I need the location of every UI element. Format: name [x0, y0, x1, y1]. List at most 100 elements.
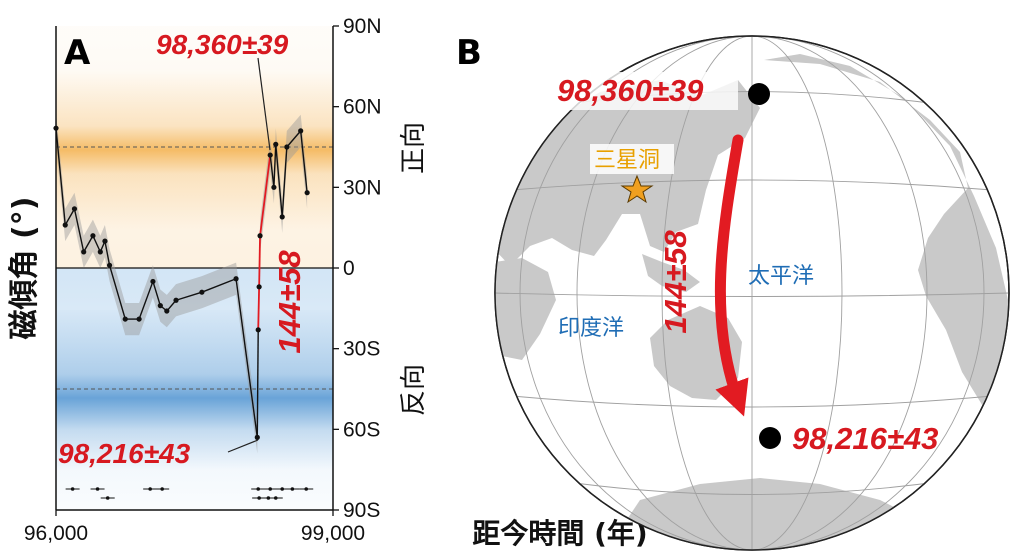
data-point	[71, 206, 78, 212]
series-segment	[108, 265, 126, 320]
age-point	[160, 487, 164, 491]
age-point	[266, 496, 271, 500]
series-segment	[275, 144, 283, 217]
data-point	[102, 238, 108, 244]
data-point	[298, 128, 304, 134]
age-point	[256, 487, 261, 491]
site-star-icon	[620, 174, 654, 204]
series-segment	[259, 154, 272, 236]
x-tick-label: 96,000	[24, 522, 88, 545]
indian-ocean-label: 印度洋	[558, 316, 624, 341]
data-point	[164, 308, 170, 314]
path-duration-label: 144±58	[658, 230, 693, 334]
series-segment	[64, 208, 76, 226]
series-segment	[175, 291, 203, 301]
y-tick-label: 30N	[343, 176, 382, 199]
y-tick-label: 60S	[343, 418, 380, 441]
x-tick-label: 99,000	[301, 522, 365, 545]
data-point	[255, 327, 261, 333]
data-point	[81, 249, 87, 255]
y-tick-label: 90N	[343, 15, 382, 38]
panel-a: 90N 60N 30N 0 30S 60S 90S 96,000 99,000 A 磁傾角 (…	[7, 15, 648, 550]
data-point	[122, 316, 128, 322]
y-tick-label: 30S	[343, 338, 380, 361]
reverse-polarity-label: 反向	[399, 364, 429, 416]
reverse-polarity-band	[56, 310, 333, 470]
data-point	[271, 184, 277, 190]
data-point	[97, 249, 103, 255]
series-segment	[55, 128, 66, 226]
duration-annotation: 144±58	[272, 250, 307, 354]
end-pole-label: 98,216±43	[792, 421, 938, 456]
end-leader-line	[227, 439, 259, 453]
series-segment	[152, 281, 162, 306]
data-point	[273, 141, 279, 147]
data-point	[233, 276, 239, 282]
series-segment	[256, 329, 259, 438]
panel-b-label: B	[456, 33, 482, 73]
uncertainty-band	[56, 112, 308, 454]
series-segment	[299, 130, 308, 193]
americas-landmass	[764, 54, 1009, 408]
series-segment	[257, 286, 261, 330]
pacific-ocean-label: 太平洋	[748, 264, 814, 289]
maritime-continent-landmass	[642, 254, 700, 292]
end-annotation: 98,216±43	[58, 438, 191, 469]
data-point	[157, 303, 163, 309]
series-segment	[273, 144, 277, 188]
series-segment	[92, 235, 101, 253]
x-axis-label: 距今時間 (年)	[472, 517, 647, 550]
site-label: 三星洞	[594, 148, 660, 173]
age-point	[95, 487, 100, 491]
data-point	[254, 434, 260, 440]
series-segment	[281, 146, 288, 217]
series-segment	[73, 208, 85, 253]
y-ticks: 90N 60N 30N 0 30S 60S 90S	[333, 15, 382, 522]
series-segment	[83, 235, 94, 253]
age-point	[290, 487, 295, 491]
onset-leader-line	[257, 57, 271, 151]
y-tick-label: 60N	[343, 96, 382, 119]
inclination-series	[53, 125, 310, 440]
age-point	[273, 496, 278, 500]
start-pole-marker	[748, 83, 770, 105]
x-ticks: 96,000 99,000	[24, 510, 365, 545]
data-point	[150, 278, 156, 285]
vgp-path-arrow	[714, 134, 749, 417]
age-control-points	[65, 487, 314, 500]
series-segment	[104, 240, 111, 266]
series-segment	[235, 278, 258, 438]
start-pole-label: 98,360±39	[557, 73, 704, 108]
y-tick-label: 90S	[343, 499, 380, 522]
age-point	[280, 487, 285, 491]
series-segment	[138, 281, 154, 320]
series-segment	[201, 278, 237, 293]
data-point	[304, 190, 310, 196]
data-point	[257, 233, 263, 239]
data-point	[279, 214, 285, 220]
data-point	[136, 316, 142, 322]
age-point	[70, 487, 75, 491]
panel-a-label: A	[64, 33, 91, 73]
data-point	[106, 262, 113, 268]
series-segment	[258, 235, 261, 287]
data-point	[256, 284, 262, 290]
data-point	[199, 289, 205, 295]
age-point	[148, 487, 152, 491]
data-point	[284, 144, 290, 150]
end-pole-marker	[759, 427, 781, 449]
series-segment	[286, 130, 302, 148]
uncertainty-envelope	[56, 112, 308, 454]
age-point	[257, 496, 261, 500]
panel-b: B 98,360±39 98,216±43 144±58 三星洞 印度洋 太平洋	[456, 33, 1010, 551]
age-point	[105, 496, 110, 500]
age-point	[268, 487, 273, 491]
data-point	[173, 297, 179, 303]
data-point	[90, 233, 96, 239]
normal-polarity-label: 正向	[399, 122, 429, 174]
africa-landmass	[495, 258, 556, 360]
reference-lines	[56, 146, 333, 390]
age-point	[304, 487, 309, 491]
y-axis-label: 磁傾角 (°)	[7, 197, 42, 340]
